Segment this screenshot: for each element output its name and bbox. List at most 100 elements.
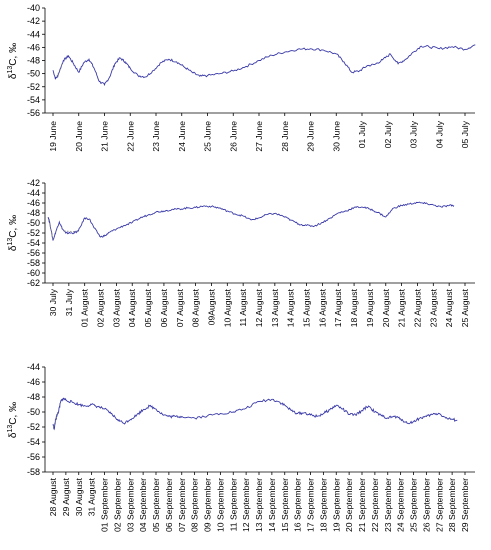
x-tick-label: 29 September: [460, 478, 470, 532]
x-tick-label: 11 September: [228, 478, 238, 531]
x-tick-label: 05 July: [460, 120, 470, 148]
y-tick-label: -50: [27, 407, 40, 417]
x-tick-label: 01 September: [100, 478, 110, 532]
x-tick-label: 07 September: [177, 478, 187, 532]
x-tick-label: 20 September: [344, 478, 354, 532]
x-tick-label: 02 August: [96, 288, 106, 327]
x-tick-label: 16 August: [317, 288, 327, 327]
y-tick-label: -56: [27, 452, 40, 462]
x-tick-label: 31 July: [64, 288, 74, 316]
x-tick-label: 14 August: [286, 288, 296, 327]
x-tick-label: 04 August: [127, 288, 137, 327]
y-tick-label: -58: [27, 258, 40, 268]
x-tick-label: 24 August: [444, 288, 454, 327]
y-tick-label: -40: [27, 3, 40, 13]
y-tick-label: -58: [27, 467, 40, 477]
y-tick-label: -46: [27, 198, 40, 208]
x-tick-label: 21 June: [100, 121, 110, 152]
x-tick-label: 13 September: [254, 478, 264, 532]
x-tick-label: 18 September: [318, 478, 328, 532]
x-tick-label: 21 August: [397, 288, 407, 327]
y-tick-label: -42: [27, 178, 40, 188]
x-tick-label: 04 September: [138, 478, 148, 532]
x-tick-label: 29 August: [61, 477, 71, 516]
x-tick-label: 23 September: [383, 478, 393, 532]
y-tick-label: -46: [27, 42, 40, 52]
y-tick-label: -52: [27, 228, 40, 238]
x-tick-label: 13 August: [270, 288, 280, 327]
y-tick-label: -54: [27, 437, 40, 447]
x-tick-label: 27 September: [434, 478, 444, 532]
y-tick-label: -50: [27, 218, 40, 228]
x-tick-label: 24 June: [177, 121, 187, 152]
x-tick-label: 15 August: [302, 288, 312, 327]
x-tick-label: 11 August: [238, 288, 248, 326]
x-tick-label: 17 September: [306, 478, 316, 532]
x-tick-label: 07 August: [175, 288, 185, 327]
y-tick-label: -56: [27, 108, 40, 118]
x-tick-label: 19 August: [365, 288, 375, 327]
x-tick-label: 05 August: [143, 288, 153, 327]
y-tick-label: -48: [27, 208, 40, 218]
x-tick-label: 09 September: [203, 478, 213, 532]
y-tick-label: -42: [27, 16, 40, 26]
x-tick-label: 30 August: [74, 477, 84, 516]
chart-panel-1: -56 -54 -52 -50 -48 -46 -44 -42 -40 19 June 20 Jun…: [7, 3, 476, 152]
x-tick-label: 05 September: [151, 478, 161, 532]
y-axis-title: δ13C, ‰: [7, 43, 19, 79]
x-tick-label: 25 September: [409, 478, 419, 532]
x-tick-label: 26 September: [421, 478, 431, 532]
x-tick-label: 16 September: [293, 478, 303, 532]
x-tick-label: 08 August: [191, 288, 201, 327]
x-tick-label: 21 September: [357, 478, 367, 532]
x-tick-label: 30 June: [331, 121, 341, 152]
x-tick-label: 10 August: [222, 288, 232, 327]
x-tick-label: 06 August: [159, 288, 169, 327]
x-tick-label: 31 August: [87, 477, 97, 516]
x-tick-label: 25 August: [460, 288, 470, 327]
x-tick-label: 03 August: [111, 288, 121, 327]
x-tick-label: 28 June: [280, 121, 290, 152]
x-tick-label: 15 September: [280, 478, 290, 532]
x-tick-label: 14 September: [267, 478, 277, 532]
y-tick-label: -54: [27, 95, 40, 105]
y-tick-label: -62: [27, 278, 40, 288]
x-tick-label: 08 September: [190, 478, 200, 532]
series-line: [52, 44, 476, 87]
gap-segment: [48, 219, 54, 241]
x-tick-label: 10 September: [215, 478, 225, 532]
x-tick-label: 20 August: [381, 288, 391, 327]
x-tick-label: 02 September: [112, 478, 122, 532]
x-tick-label: 28 September: [447, 478, 457, 532]
y-tick-label: -46: [27, 377, 40, 387]
chart-panel-2: -62-60-58-56-54-52-50-48-46-44-42 30 July…: [7, 178, 475, 327]
x-tick-label: 29 June: [306, 121, 316, 152]
x-tick-label: 12 August: [254, 288, 264, 327]
x-tick-label: 28 August: [48, 477, 58, 516]
series-line: [52, 397, 458, 431]
x-tick-label: 30 July: [48, 288, 58, 316]
x-tick-label: 26 June: [228, 121, 238, 152]
y-axis-title: δ13C, ‰: [7, 215, 19, 251]
y-tick-label: -52: [27, 82, 40, 92]
y-tick-label: -52: [27, 422, 40, 432]
x-tick-label: 09August: [206, 288, 216, 325]
y-tick-label: -60: [27, 268, 40, 278]
x-tick-label: 23 June: [151, 121, 161, 152]
y-tick-label: -54: [27, 238, 40, 248]
y-tick-label: -48: [27, 392, 40, 402]
series-line: [47, 201, 455, 241]
x-tick-label: 12 September: [241, 478, 251, 532]
x-tick-label: 03 July: [409, 120, 419, 148]
gap-segment: [64, 230, 77, 233]
y-tick-label: -44: [27, 29, 40, 39]
x-tick-label: 02 July: [383, 120, 393, 148]
x-tick-label: 22 August: [412, 288, 422, 327]
y-tick-label: -50: [27, 69, 40, 79]
x-tick-label: 06 September: [164, 478, 174, 532]
x-tick-label: 22 September: [370, 478, 380, 532]
x-tick-label: 17 August: [333, 288, 343, 327]
x-tick-label: 25 June: [203, 121, 213, 152]
x-tick-label: 24 September: [396, 478, 406, 532]
